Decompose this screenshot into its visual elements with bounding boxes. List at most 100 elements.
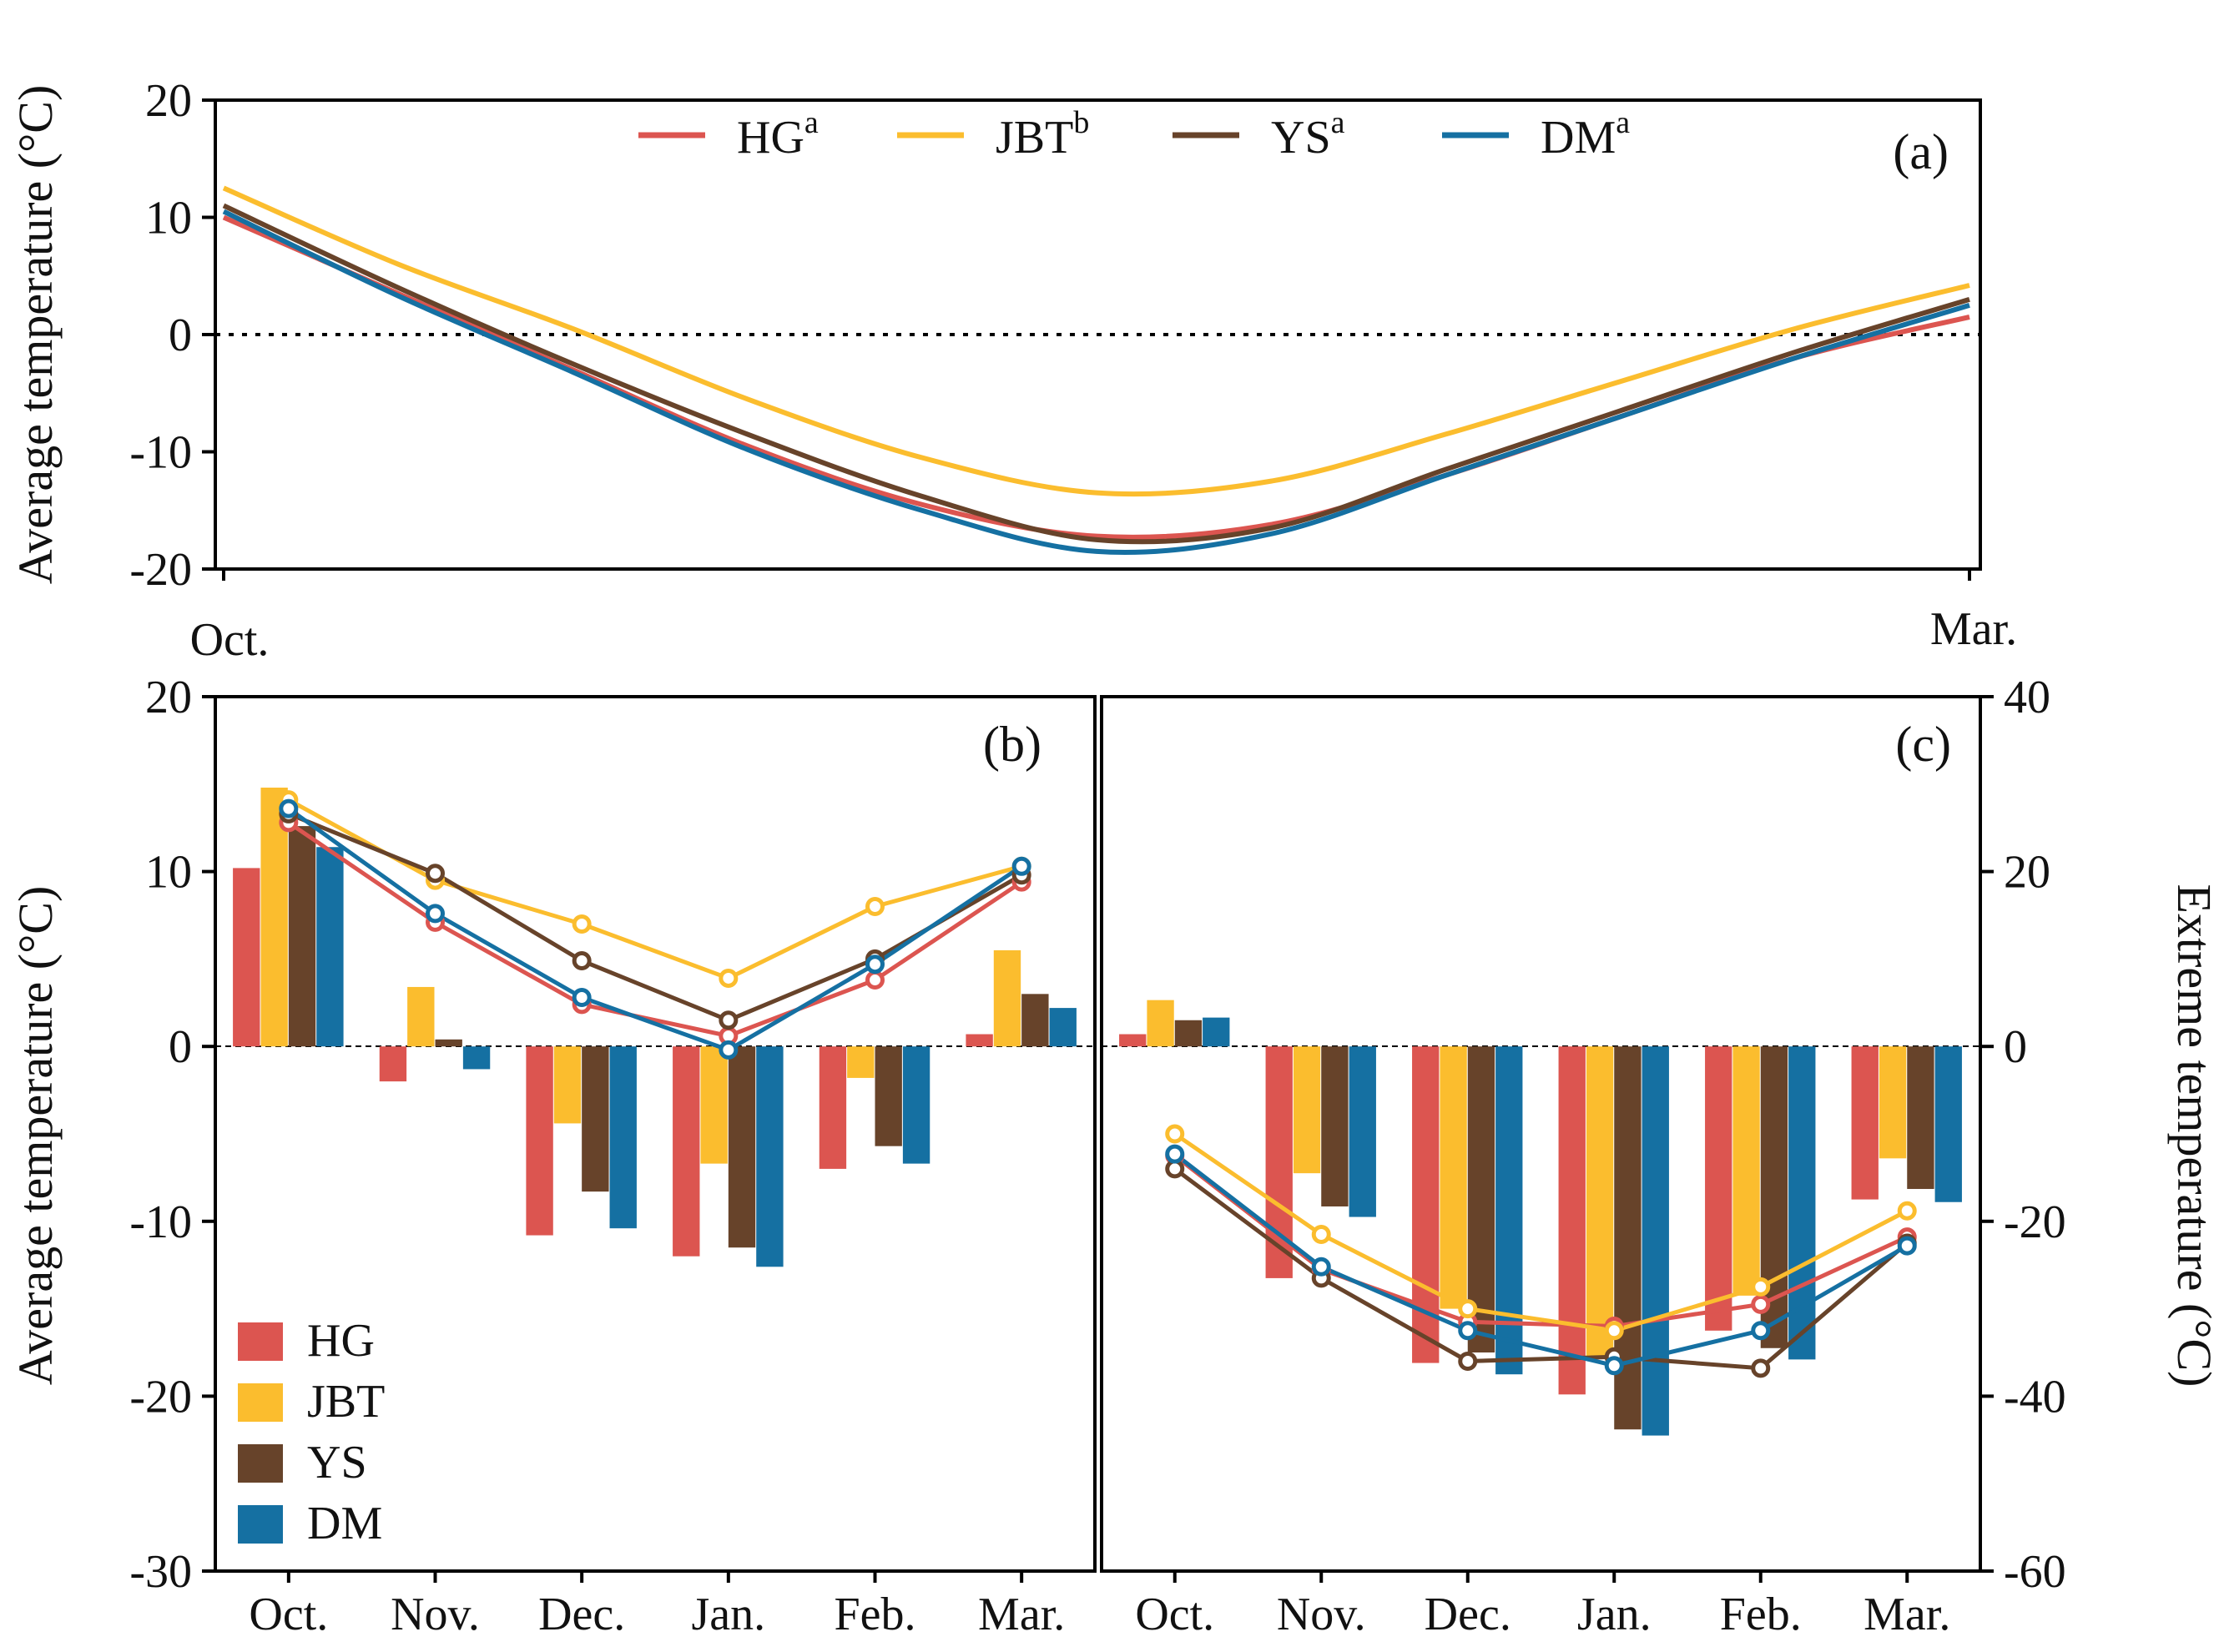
panel-c-ytick-label: -20 [2004, 1196, 2066, 1248]
panel-b-bar-dm-dec [609, 1046, 637, 1229]
panel-c-bar-dm-jan [1642, 1046, 1669, 1436]
panel-b-ytick-label: 10 [145, 847, 192, 899]
panel-c-line-dm [1173, 1152, 1909, 1368]
panel-c-xtick-dec: Dec. [1425, 1589, 1511, 1640]
panel-a-ytick-label: 0 [169, 310, 192, 361]
panel-b-bar-hg-dec [526, 1046, 553, 1236]
panel-b-legend-label-jbt: JBT [307, 1376, 385, 1428]
panel-a: 20 10 0 -10 -20 Oct. Mar. (a) Average temper… [8, 75, 2017, 666]
panel-b-point-ys-dec [572, 950, 592, 970]
panel-c-bar-hg-jan [1558, 1046, 1586, 1395]
panel-c-xtick-jan: Jan. [1577, 1589, 1652, 1640]
panel-c-point-dm-nov [1311, 1257, 1331, 1277]
panel-b-lines [279, 790, 1031, 1060]
panel-c-ylabel: Extreme temperature (°C) [2167, 884, 2214, 1388]
panel-b-ylabel: Average temperature (°C) [8, 886, 63, 1386]
panel-a-legend-label-dm: DMa [1541, 105, 1630, 164]
panel-c-point-jbt-feb [1751, 1277, 1771, 1297]
panel-b-bar-dm-oct [316, 847, 344, 1047]
panel-a-ylabel: Average temperature (°C) [8, 85, 63, 585]
panel-b-line-dm [287, 807, 1023, 1053]
panel-c-point-ys-oct [1165, 1159, 1185, 1179]
panel-b-point-ys-jan [719, 1010, 739, 1030]
panel-c-point-ys-dec [1458, 1351, 1478, 1371]
panel-b-xtick-feb: Feb. [835, 1589, 916, 1640]
panel-b-legend: HG JBT YS DM [238, 1315, 385, 1549]
panel-a-ytick-label: -10 [129, 427, 192, 479]
panel-c-point-dm-mar [1897, 1236, 1917, 1256]
panel-a-line-ys [222, 203, 1970, 545]
panel-a-legend: HGa JBTb YSa DMa [638, 105, 1630, 164]
panel-b-bar-hg-nov [379, 1046, 407, 1082]
panel-b-legend-label-ys: YS [307, 1437, 367, 1488]
panel-b-bar-hg-feb [819, 1046, 847, 1169]
panel-c-bar-dm-nov [1349, 1046, 1376, 1217]
panel-b-legend-swatch-jbt [238, 1383, 283, 1422]
panel-b-bar-jbt-jan [700, 1046, 728, 1164]
panel-b-legend-swatch-hg [238, 1322, 283, 1361]
panel-c-point-ys-feb [1751, 1358, 1771, 1378]
panel-c-x-axis: Oct. Nov. Dec. Jan. Feb. Mar. [1135, 1571, 1950, 1640]
panel-b-x-axis: Oct. Nov. Dec. Jan. Feb. Mar. [249, 1571, 1065, 1640]
panel-b-legend-swatch-ys [238, 1444, 283, 1483]
panel-c-point-dm-oct [1165, 1144, 1185, 1164]
panel-a-ytick-label: -20 [129, 544, 192, 596]
panel-c-label: (c) [1895, 717, 1951, 772]
panel-c-point-jbt-jan [1604, 1321, 1624, 1341]
panel-c-lines [1165, 1124, 1917, 1378]
panel-b-line-jbt [287, 798, 1022, 981]
panel-b-xtick-oct: Oct. [249, 1589, 328, 1640]
panel-c-xtick-oct: Oct. [1135, 1589, 1214, 1640]
panel-c-bar-jbt-nov [1293, 1046, 1321, 1174]
panel-b-bar-ys-mar [1021, 994, 1049, 1047]
panel-c-ytick-label: -60 [2004, 1546, 2066, 1598]
panel-b-bar-jbt-dec [553, 1046, 582, 1124]
panel-b-bar-dm-mar [1049, 1008, 1077, 1047]
panel-c-line-ys [1173, 1166, 1909, 1371]
panel-b-label: (b) [983, 717, 1041, 772]
panel-c-point-dm-jan [1604, 1356, 1624, 1376]
panel-c-bar-jbt-feb [1732, 1046, 1760, 1296]
panel-c-bar-dm-mar [1934, 1046, 1962, 1202]
panel-b-point-dm-nov [426, 904, 445, 924]
panel-c-point-dm-feb [1751, 1321, 1771, 1341]
panel-c-bar-jbt-dec [1440, 1046, 1467, 1309]
panel-c-point-jbt-mar [1897, 1201, 1917, 1221]
panel-b-point-dm-dec [572, 988, 592, 1008]
panel-a-line-dm [222, 209, 1970, 556]
panel-c-point-jbt-oct [1165, 1124, 1185, 1144]
panel-a-ytick-label: 10 [145, 193, 192, 244]
panel-a-lines [222, 185, 1970, 556]
panel-b-bar-hg-jan [673, 1046, 700, 1257]
panel-b-point-dm-feb [865, 954, 885, 975]
panel-b-xtick-mar: Mar. [978, 1589, 1065, 1640]
panel-b-y-axis: 20 10 0 -10 -20 -30 [129, 672, 215, 1598]
panel-b-bar-jbt-feb [847, 1046, 875, 1078]
panel-c-bar-hg-oct [1119, 1034, 1147, 1047]
panel-a-ytick-label: 20 [145, 75, 192, 127]
panel-c-point-jbt-nov [1311, 1225, 1331, 1245]
panel-b-point-dm-jan [719, 1040, 739, 1060]
panel-b-ytick-label: -20 [129, 1371, 192, 1423]
panel-a-xtick-mar: Mar. [1930, 603, 2017, 655]
panel-c-ytick-label: -40 [2004, 1371, 2066, 1423]
panel-b-bar-hg-mar [966, 1034, 993, 1047]
panel-b-legend-swatch-dm [238, 1505, 283, 1544]
panel-c-bar-hg-feb [1705, 1046, 1732, 1331]
panel-b-bar-hg-oct [233, 868, 260, 1047]
panel-c-xtick-nov: Nov. [1277, 1589, 1366, 1640]
panel-b-ytick-label: -30 [129, 1546, 192, 1598]
panel-a-line-hg [222, 214, 1970, 540]
panel-b-legend-label-hg: HG [307, 1315, 375, 1367]
panel-c-bars [1119, 1000, 1962, 1436]
panel-a-legend-label-hg: HGa [737, 105, 819, 164]
panel-b-ytick-label: -10 [129, 1196, 192, 1248]
panel-a-legend-label-jbt: JBTb [996, 105, 1089, 164]
panel-c-frame [1100, 695, 1982, 1573]
panel-b-point-hg-feb [865, 970, 885, 990]
panel-c-ytick-label: 40 [2004, 672, 2050, 723]
panel-b-point-jbt-feb [865, 897, 885, 917]
panel-b-point-jbt-jan [719, 968, 739, 988]
